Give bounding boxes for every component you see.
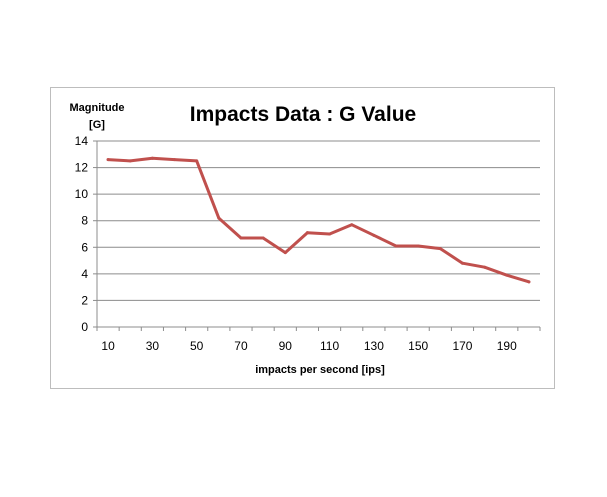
data-point	[394, 244, 398, 248]
data-point	[438, 247, 442, 251]
x-tick-label-70: 70	[234, 339, 248, 353]
y-axis-label-line1: Magnitude	[70, 102, 125, 114]
x-tick-label-190: 190	[497, 339, 517, 353]
data-point	[217, 216, 221, 220]
y-axis-label-line2: [G]	[89, 119, 105, 131]
data-point	[328, 232, 332, 236]
data-point	[350, 223, 354, 227]
data-point	[239, 236, 243, 240]
y-tick-label-6: 6	[81, 240, 88, 254]
data-point	[261, 236, 265, 240]
x-tick-label-110: 110	[320, 339, 339, 353]
x-tick-label-10: 10	[101, 339, 115, 353]
x-tick-label-30: 30	[146, 339, 160, 353]
data-point	[283, 251, 287, 255]
data-point	[372, 233, 376, 237]
x-tick-label-130: 130	[364, 339, 384, 353]
data-point	[195, 159, 199, 163]
data-point	[416, 244, 420, 248]
y-tick-label-10: 10	[75, 187, 89, 201]
y-tick-label-8: 8	[81, 214, 88, 228]
x-tick-labels: 10 30 50 70 90 110 130 150 170 190	[101, 339, 517, 353]
y-tick-label-12: 12	[75, 161, 89, 175]
data-point	[150, 156, 154, 160]
data-point	[128, 159, 132, 163]
series-line-0	[106, 156, 531, 284]
y-tick-labels: 0 2 4 6 8 10 12 14	[75, 134, 89, 334]
data-point	[460, 261, 464, 265]
y-tick-label-0: 0	[81, 320, 88, 334]
y-tick-label-4: 4	[81, 267, 88, 281]
data-point	[173, 158, 177, 162]
y-tick-label-2: 2	[81, 293, 88, 307]
data-point	[527, 280, 531, 284]
x-tick-label-50: 50	[190, 339, 204, 353]
x-tick-label-170: 170	[452, 339, 472, 353]
data-point	[305, 231, 309, 235]
x-axis-label: impacts per second [ips]	[255, 364, 385, 376]
axes	[96, 141, 541, 331]
series-group	[106, 156, 531, 284]
x-tick-label-90: 90	[279, 339, 293, 353]
x-tick-label-150: 150	[408, 339, 428, 353]
y-tick-label-14: 14	[75, 134, 89, 148]
gridlines	[93, 140, 540, 328]
data-point	[106, 158, 110, 162]
data-point	[483, 265, 487, 269]
data-point	[505, 273, 509, 277]
chart-title: Impacts Data : G Value	[190, 103, 416, 126]
